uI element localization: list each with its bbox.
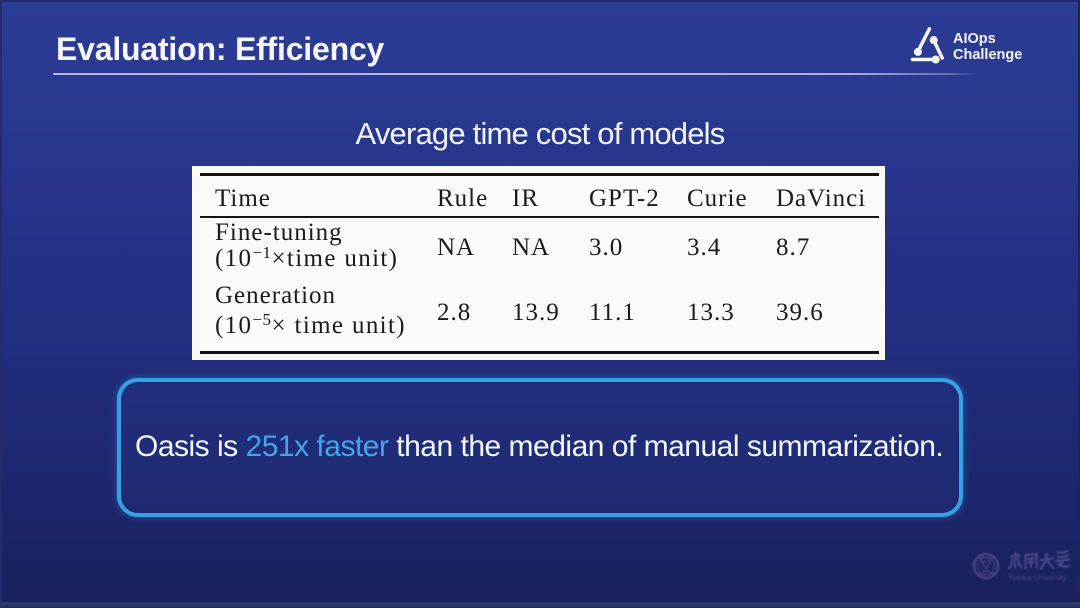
svg-text:Nankai University: Nankai University <box>1009 573 1067 582</box>
